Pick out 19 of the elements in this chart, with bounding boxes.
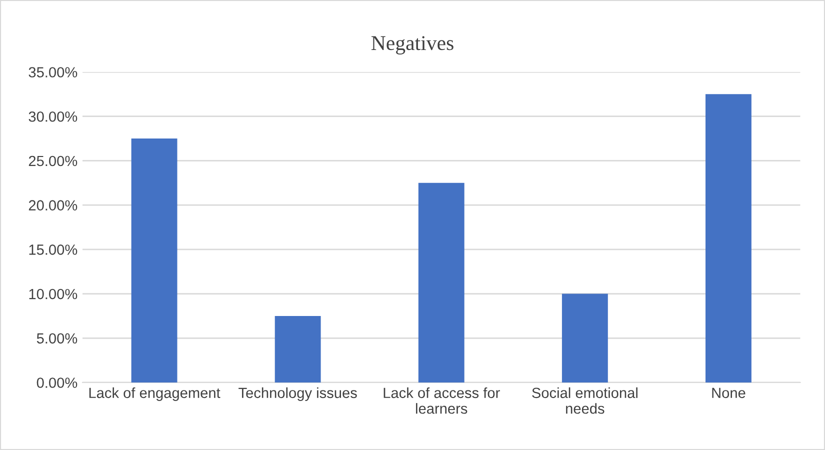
bar (562, 294, 608, 382)
chart-title: Negatives (371, 36, 454, 54)
x-tick-label: Lack of engagement (89, 387, 220, 401)
y-tick-label: 25.00% (28, 156, 78, 166)
x-tick-label: None (712, 388, 746, 398)
x-tick-label: Technology issues (238, 387, 357, 401)
y-tick-label: 5.00% (36, 333, 78, 344)
y-tick-label: 35.00% (28, 67, 78, 78)
y-tick-label: 30.00% (28, 111, 78, 122)
y-tick-label: 10.00% (29, 288, 78, 300)
bar (706, 94, 752, 382)
bar (418, 182, 464, 382)
y-tick-label: 15.00% (29, 244, 78, 255)
bar (131, 138, 178, 382)
x-tick-label: Social emotional needs (532, 387, 638, 414)
bar (274, 316, 321, 382)
y-tick-label: 0.00% (36, 378, 78, 388)
y-tick-label: 20.00% (28, 200, 78, 210)
x-tick-label: Lack of access for learners (384, 387, 500, 414)
